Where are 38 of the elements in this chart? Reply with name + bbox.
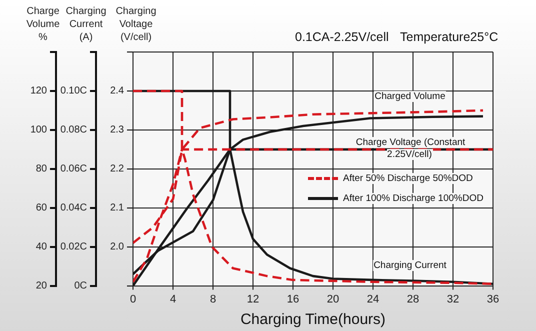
y2-tick-label: 0C [74,280,87,292]
chart-title: 0.1CA-2.25V/cell [295,30,389,44]
x-tick-label: 36 [486,293,500,306]
y-tick-label: 2.2 [110,164,124,175]
y-tick-label: 2.0 [110,242,124,253]
x-axis-title: Charging Time(hours) [240,311,386,328]
y2-tick-label: 0.10C [60,86,87,97]
y3-tick-label: 80 [36,164,48,175]
legend-label: After 50% Discharge 50%DOD [342,172,474,184]
x-tick-label: 8 [210,293,216,306]
x-tick-label: 4 [170,293,176,306]
y-tick-label: 2.3 [110,124,124,136]
y-axis-title: Charging Voltage (V/cell) [114,5,158,44]
y-tick-label: 2.1 [110,202,124,214]
annotation: Charge Voltage (Constant 2.25V/cell) [354,137,466,160]
legend-label: After 100% Discharge 100%DOD [342,192,484,204]
x-tick-label: 24 [366,293,380,306]
x-tick-label: 12 [246,293,260,306]
chart-subtitle: Temperature25°C [400,30,498,44]
x-tick-label: 32 [446,293,460,306]
y2-axis-title: Charging Current (A) [64,5,108,44]
x-tick-label: 28 [406,293,420,306]
y3-tick-label: 20 [36,280,48,292]
y3-tick-label: 120 [30,86,48,97]
y2-tick-label: 0.04C [60,202,87,214]
x-tick-label: 16 [286,293,300,306]
y3-axis-title: Charge Volume % [26,6,60,43]
y2-tick-label: 0.08C [60,124,87,136]
y2-tick-label: 0.06C [60,164,87,175]
annotation: Charging Current [372,260,448,271]
y3-tick-label: 40 [36,242,48,253]
annotation: Charged Volume [374,91,446,102]
y3-tick-label: 100 [30,124,48,136]
x-tick-label: 20 [326,293,340,306]
y-tick-label: 2.4 [110,86,124,97]
y2-tick-label: 0.02C [60,242,87,253]
x-tick-label: 0 [130,293,136,306]
y3-tick-label: 60 [36,202,48,214]
